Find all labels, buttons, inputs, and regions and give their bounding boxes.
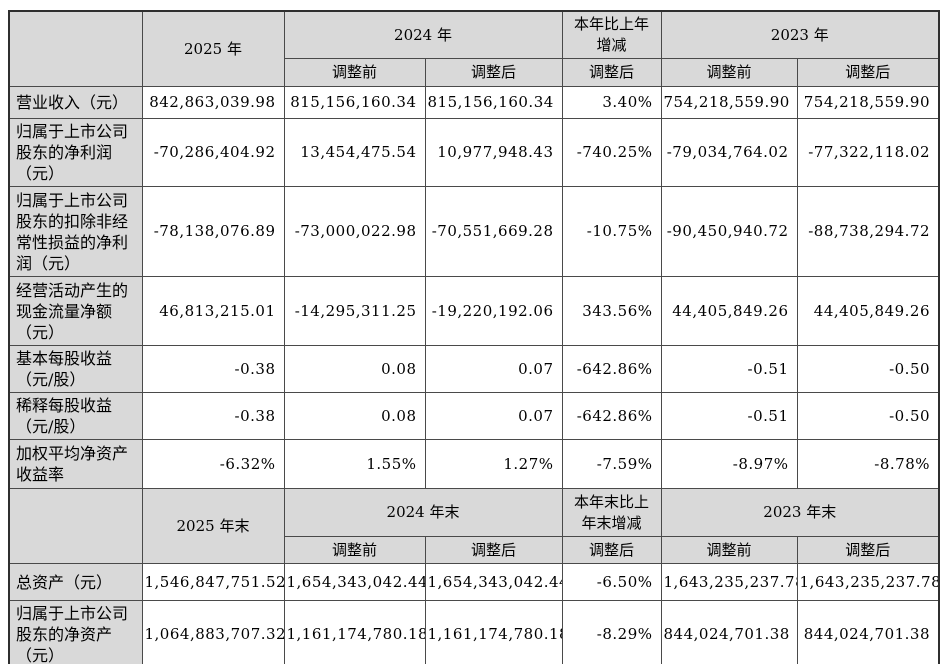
value-cell: -8.78%	[796, 439, 940, 489]
value-cell: -8.29%	[561, 600, 662, 664]
header-2024-end-adj-before: 调整前	[283, 536, 426, 564]
value-cell: 1,643,235,237.78	[796, 563, 940, 601]
value-cell: 1.55%	[283, 439, 426, 489]
value-cell: -79,034,764.02	[660, 118, 798, 187]
value-cell: -642.86%	[561, 345, 662, 393]
value-cell: 0.07	[424, 392, 563, 440]
table-row: 加权平均净资产 收益率 -6.32% 1.55% 1.27% -7.59% -8…	[8, 439, 940, 489]
value-cell: -6.32%	[141, 439, 285, 489]
value-cell: -0.51	[660, 392, 798, 440]
value-cell: -0.38	[141, 345, 285, 393]
value-cell: 1.27%	[424, 439, 563, 489]
table-row: 营业收入（元） 842,863,039.98 815,156,160.34 81…	[8, 86, 940, 119]
value-cell: -0.50	[796, 345, 940, 393]
row-label: 稀释每股收益 （元/股）	[8, 392, 143, 440]
header-change-end-adj-after: 调整后	[561, 536, 662, 564]
table-row: 归属于上市公司 股东的扣除非经 常性损益的净利 润（元） -78,138,076…	[8, 186, 940, 277]
value-cell: 0.07	[424, 345, 563, 393]
value-cell: -14,295,311.25	[283, 276, 426, 346]
header-2024: 2024 年	[283, 10, 563, 59]
value-cell: 842,863,039.98	[141, 86, 285, 119]
row-label: 归属于上市公司 股东的扣除非经 常性损益的净利 润（元）	[8, 186, 143, 277]
header-change: 本年比上年 增减	[561, 10, 662, 59]
value-cell: -10.75%	[561, 186, 662, 277]
value-cell: 844,024,701.38	[796, 600, 940, 664]
value-cell: -77,322,118.02	[796, 118, 940, 187]
value-cell: 0.08	[283, 345, 426, 393]
header-2025-end: 2025 年末	[141, 488, 285, 564]
value-cell: -740.25%	[561, 118, 662, 187]
value-cell: 1,064,883,707.32	[141, 600, 285, 664]
corner-cell	[8, 488, 143, 564]
value-cell: 46,813,215.01	[141, 276, 285, 346]
value-cell: 1,654,343,042.44	[283, 563, 426, 601]
value-cell: 1,643,235,237.78	[660, 563, 798, 601]
table-row: 经营活动产生的 现金流量净额 （元） 46,813,215.01 -14,295…	[8, 276, 940, 346]
header-change-end: 本年末比上 年末增减	[561, 488, 662, 537]
value-cell: 3.40%	[561, 86, 662, 119]
row-label: 归属于上市公司 股东的净资产 （元）	[8, 600, 143, 664]
value-cell: -88,738,294.72	[796, 186, 940, 277]
value-cell: -90,450,940.72	[660, 186, 798, 277]
section2-header-row-top: 2025 年末 2024 年末 本年末比上 年末增减 2023 年末	[8, 488, 940, 564]
value-cell: 754,218,559.90	[660, 86, 798, 119]
value-cell: -8.97%	[660, 439, 798, 489]
value-cell: -7.59%	[561, 439, 662, 489]
value-cell: 13,454,475.54	[283, 118, 426, 187]
header-2023-adj-after: 调整后	[796, 58, 940, 87]
header-2025: 2025 年	[141, 10, 285, 87]
row-label: 经营活动产生的 现金流量净额 （元）	[8, 276, 143, 346]
value-cell: -70,286,404.92	[141, 118, 285, 187]
row-label: 基本每股收益 （元/股）	[8, 345, 143, 393]
value-cell: 44,405,849.26	[796, 276, 940, 346]
value-cell: 44,405,849.26	[660, 276, 798, 346]
header-2024-end: 2024 年末	[283, 488, 563, 537]
value-cell: 10,977,948.43	[424, 118, 563, 187]
value-cell: 1,654,343,042.44	[424, 563, 563, 601]
value-cell: -642.86%	[561, 392, 662, 440]
value-cell: 1,161,174,780.18	[283, 600, 426, 664]
header-2024-adj-after: 调整后	[424, 58, 563, 87]
value-cell: -70,551,669.28	[424, 186, 563, 277]
table-row: 基本每股收益 （元/股） -0.38 0.08 0.07 -642.86% -0…	[8, 345, 940, 393]
value-cell: 343.56%	[561, 276, 662, 346]
financial-summary-table: 2025 年 2024 年 本年比上年 增减 2023 年 调整前 调整后 调整…	[8, 10, 941, 664]
table-row: 总资产（元） 1,546,847,751.52 1,654,343,042.44…	[8, 563, 940, 601]
section1-header-row-top: 2025 年 2024 年 本年比上年 增减 2023 年	[8, 10, 940, 87]
section1-header-row-sub: 调整前 调整后 调整后 调整前 调整后	[9, 58, 940, 87]
value-cell: 844,024,701.38	[660, 600, 798, 664]
header-2023-adj-before: 调整前	[660, 58, 798, 87]
row-label: 归属于上市公司 股东的净利润 （元）	[8, 118, 143, 187]
header-change-adj-after: 调整后	[561, 58, 662, 87]
value-cell: 0.08	[283, 392, 426, 440]
header-2023-end-adj-before: 调整前	[660, 536, 798, 564]
value-cell: 815,156,160.34	[283, 86, 426, 119]
value-cell: 1,546,847,751.52	[141, 563, 285, 601]
value-cell: 1,161,174,780.18	[424, 600, 563, 664]
corner-cell	[8, 10, 143, 87]
header-2023-end: 2023 年末	[660, 488, 940, 537]
table-row: 归属于上市公司 股东的净资产 （元） 1,064,883,707.32 1,16…	[8, 600, 940, 664]
header-2024-adj-before: 调整前	[283, 58, 426, 87]
table-row: 稀释每股收益 （元/股） -0.38 0.08 0.07 -642.86% -0…	[8, 392, 940, 440]
table-row: 归属于上市公司 股东的净利润 （元） -70,286,404.92 13,454…	[8, 118, 940, 187]
value-cell: -19,220,192.06	[424, 276, 563, 346]
value-cell: 754,218,559.90	[796, 86, 940, 119]
header-2023: 2023 年	[660, 10, 940, 59]
row-label: 加权平均净资产 收益率	[8, 439, 143, 489]
header-2023-end-adj-after: 调整后	[796, 536, 940, 564]
value-cell: -0.50	[796, 392, 940, 440]
value-cell: -73,000,022.98	[283, 186, 426, 277]
value-cell: -0.51	[660, 345, 798, 393]
value-cell: -6.50%	[561, 563, 662, 601]
header-2024-end-adj-after: 调整后	[424, 536, 563, 564]
value-cell: -0.38	[141, 392, 285, 440]
row-label: 总资产（元）	[8, 563, 143, 601]
row-label: 营业收入（元）	[8, 86, 143, 119]
value-cell: -78,138,076.89	[141, 186, 285, 277]
value-cell: 815,156,160.34	[424, 86, 563, 119]
section2-header-row-sub: 调整前 调整后 调整后 调整前 调整后	[9, 536, 940, 564]
